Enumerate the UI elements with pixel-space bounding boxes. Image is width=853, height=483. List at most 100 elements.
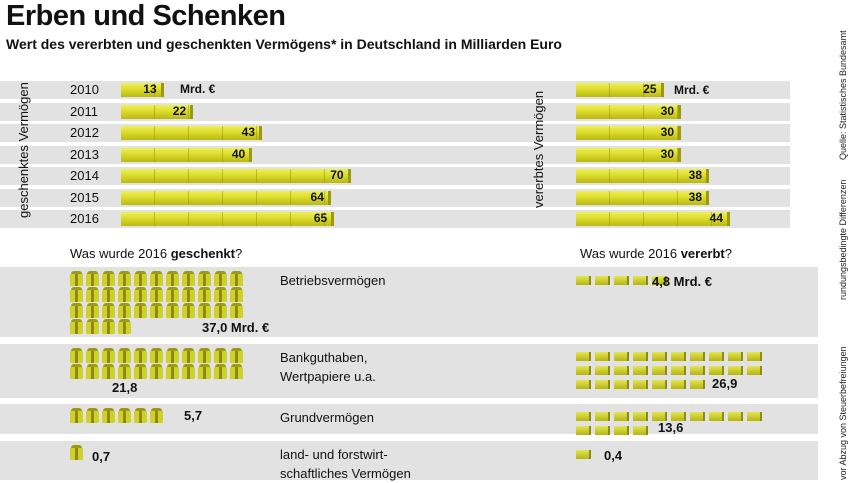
gift-icon <box>198 287 211 302</box>
gift-icon <box>86 348 99 363</box>
gift-icon <box>86 287 99 302</box>
bar-value-label: 22 <box>172 103 187 118</box>
inherit-bar: 30 <box>576 125 681 140</box>
brick-icon <box>576 366 591 375</box>
gift-value-label: 0,7 <box>92 449 111 464</box>
year-tick-label: 2013 <box>70 146 99 162</box>
gift-axis-label: geschenktes Vermögen <box>16 82 31 218</box>
gift-icon <box>182 348 195 363</box>
brick-icon <box>747 366 762 375</box>
gift-icon <box>118 287 131 302</box>
brick-icon <box>690 366 705 375</box>
brick-icon <box>652 276 667 285</box>
gift-icon <box>102 364 115 379</box>
gift-bar: 40 <box>121 146 253 162</box>
gift-icon <box>166 287 179 302</box>
brick-icon <box>690 352 705 361</box>
gift-icon <box>150 364 163 379</box>
gift-icon <box>118 408 131 423</box>
bar-value-label: 13 <box>143 82 157 96</box>
inherit-value-label: 4,8 Mrd. € <box>652 274 712 289</box>
gift-heading-bold: geschenkt <box>170 246 235 261</box>
brick-icon <box>633 352 648 361</box>
bar-segments <box>121 147 250 162</box>
brick-icon <box>633 412 648 421</box>
inherit-breakdown-heading: Was wurde 2016 vererbt? <box>580 246 732 261</box>
gift-icon <box>166 348 179 363</box>
inherit-icon-grid <box>576 412 766 440</box>
bar-value-label: 30 <box>660 125 674 139</box>
gift-icon <box>86 408 99 423</box>
year-tick-label: 2011 <box>70 103 98 119</box>
brick-icon <box>595 352 610 361</box>
gift-icon <box>70 319 83 334</box>
brick-icon <box>595 366 610 375</box>
brick-icon <box>652 366 667 375</box>
gift-icon <box>230 287 243 302</box>
bar-segments <box>121 190 328 205</box>
brick-icon <box>633 366 648 375</box>
brick-icon <box>747 412 762 421</box>
gift-icon <box>214 303 227 318</box>
gift-icon <box>70 303 83 318</box>
brick-icon <box>576 412 591 421</box>
inherit-bar: 30 <box>576 104 681 119</box>
bar-segments <box>576 190 706 205</box>
bar-value-label: 38 <box>688 189 702 204</box>
inherit-bar: 44 <box>576 211 730 226</box>
gift-icon <box>182 287 195 302</box>
gift-icon <box>166 303 179 318</box>
gift-icon <box>86 364 99 379</box>
bar-value-label: 40 <box>231 146 246 161</box>
brick-icon <box>614 366 629 375</box>
inherit-bar: 30 <box>576 147 681 162</box>
gift-bar: 65 <box>121 211 335 226</box>
gift-icon <box>102 287 115 302</box>
brick-icon <box>576 380 591 389</box>
bar-value-label: 64 <box>310 189 324 204</box>
bar-segments <box>121 212 332 226</box>
brick-icon <box>671 412 686 421</box>
gift-unit-label: Mrd. € <box>180 82 216 96</box>
breakdown-row-band <box>0 441 818 480</box>
brick-icon <box>614 276 629 285</box>
gift-icon <box>198 348 211 363</box>
inherit-icon-grid <box>576 276 766 290</box>
gift-icon <box>214 271 227 286</box>
gift-icon <box>198 364 211 379</box>
brick-icon <box>671 352 686 361</box>
gift-icon <box>198 271 211 286</box>
gift-icon <box>198 303 211 318</box>
gift-icon <box>86 303 99 318</box>
gift-icon <box>70 445 83 460</box>
brick-icon <box>709 412 724 421</box>
gift-icon <box>166 271 179 286</box>
gift-icon <box>182 271 195 286</box>
gift-icon <box>214 287 227 302</box>
bar-value-label: 65 <box>313 211 328 225</box>
brick-icon <box>671 366 686 375</box>
gift-icon <box>70 364 83 379</box>
gift-bar: 43 <box>121 125 263 140</box>
inherit-heading-bold: vererbt <box>680 246 725 261</box>
chart-title: Erben und Schenken <box>6 0 286 32</box>
bar-segments <box>576 104 678 119</box>
bar-segments <box>576 169 706 183</box>
bar-segments <box>576 83 661 97</box>
inherit-bar: 25 <box>576 82 664 97</box>
gift-icon <box>118 271 131 286</box>
brick-icon <box>595 426 610 435</box>
inherit-icon-grid <box>576 450 766 464</box>
brick-icon <box>709 352 724 361</box>
gift-icon <box>214 348 227 363</box>
brick-icon <box>576 352 591 361</box>
category-label-line1: Betriebsvermögen <box>280 273 386 288</box>
gift-icon <box>70 287 83 302</box>
gift-bar: 70 <box>121 168 351 183</box>
gift-icon <box>230 348 243 363</box>
gift-icon <box>150 287 163 302</box>
brick-icon <box>595 380 610 389</box>
chart-subtitle: Wert des vererbten und geschenkten Vermö… <box>6 36 562 52</box>
brick-icon <box>614 380 629 389</box>
bar-segments <box>121 169 348 183</box>
